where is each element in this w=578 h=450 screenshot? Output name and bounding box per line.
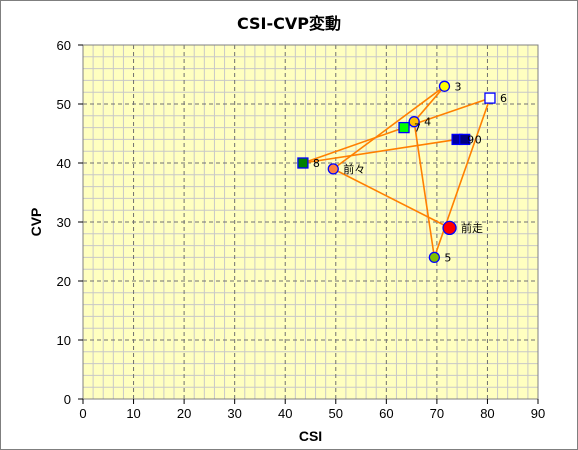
series-points xyxy=(297,80,496,264)
series-line-segment xyxy=(413,85,446,123)
point-label: 5 xyxy=(444,251,451,264)
x-tick-label: 0 xyxy=(79,406,86,421)
y-axis-ticks: 0 10 20 30 40 50 60 xyxy=(57,38,83,407)
point-label: 7 xyxy=(414,122,421,135)
scatter-point xyxy=(438,80,451,92)
x-axis-ticks: 0 10 20 30 40 50 60 70 80 90 xyxy=(79,399,545,421)
point-label: 6 xyxy=(500,92,507,105)
x-tick-label: 10 xyxy=(126,406,140,421)
scatter-point xyxy=(398,121,410,134)
scatter-point xyxy=(428,251,441,264)
x-tick-label: 20 xyxy=(177,406,191,421)
series-line-segment xyxy=(302,126,405,164)
series-line-segment xyxy=(332,168,450,229)
x-tick-label: 70 xyxy=(430,406,444,421)
x-tick-label: 40 xyxy=(278,406,292,421)
point-label: 0 xyxy=(475,133,482,146)
y-tick-label: 40 xyxy=(57,156,71,171)
y-tick-label: 10 xyxy=(57,333,71,348)
scatter-point xyxy=(459,133,471,146)
x-tick-label: 60 xyxy=(379,406,393,421)
series-line-segment xyxy=(302,138,458,164)
point-labels: 前走 前々 3 4 5 6 7 8 9 0 xyxy=(313,80,507,264)
y-tick-label: 50 xyxy=(57,97,71,112)
y-tick-label: 60 xyxy=(57,38,71,53)
x-tick-label: 50 xyxy=(329,406,343,421)
point-label: 前々 xyxy=(343,162,365,176)
series-line-segment xyxy=(413,121,436,258)
point-label: 3 xyxy=(454,80,461,93)
x-axis-title: CSI xyxy=(299,428,322,444)
scatter-point xyxy=(297,157,309,169)
y-axis-title: CVP xyxy=(28,208,44,237)
y-tick-label: 20 xyxy=(57,274,71,289)
scatter-point xyxy=(484,92,496,104)
y-tick-label: 0 xyxy=(64,392,71,407)
scatter-point xyxy=(327,163,339,175)
point-label: 8 xyxy=(313,157,320,170)
x-tick-label: 30 xyxy=(227,406,241,421)
chart-title: CSI-CVP変動 xyxy=(237,14,341,33)
scatter-point xyxy=(408,116,420,128)
point-label: 9 xyxy=(467,133,474,146)
x-tick-label: 90 xyxy=(531,406,545,421)
point-label: 前走 xyxy=(461,221,483,235)
y-tick-label: 30 xyxy=(57,215,71,230)
x-tick-label: 80 xyxy=(480,406,494,421)
scatter-point xyxy=(442,220,457,236)
point-label: 4 xyxy=(424,116,431,129)
